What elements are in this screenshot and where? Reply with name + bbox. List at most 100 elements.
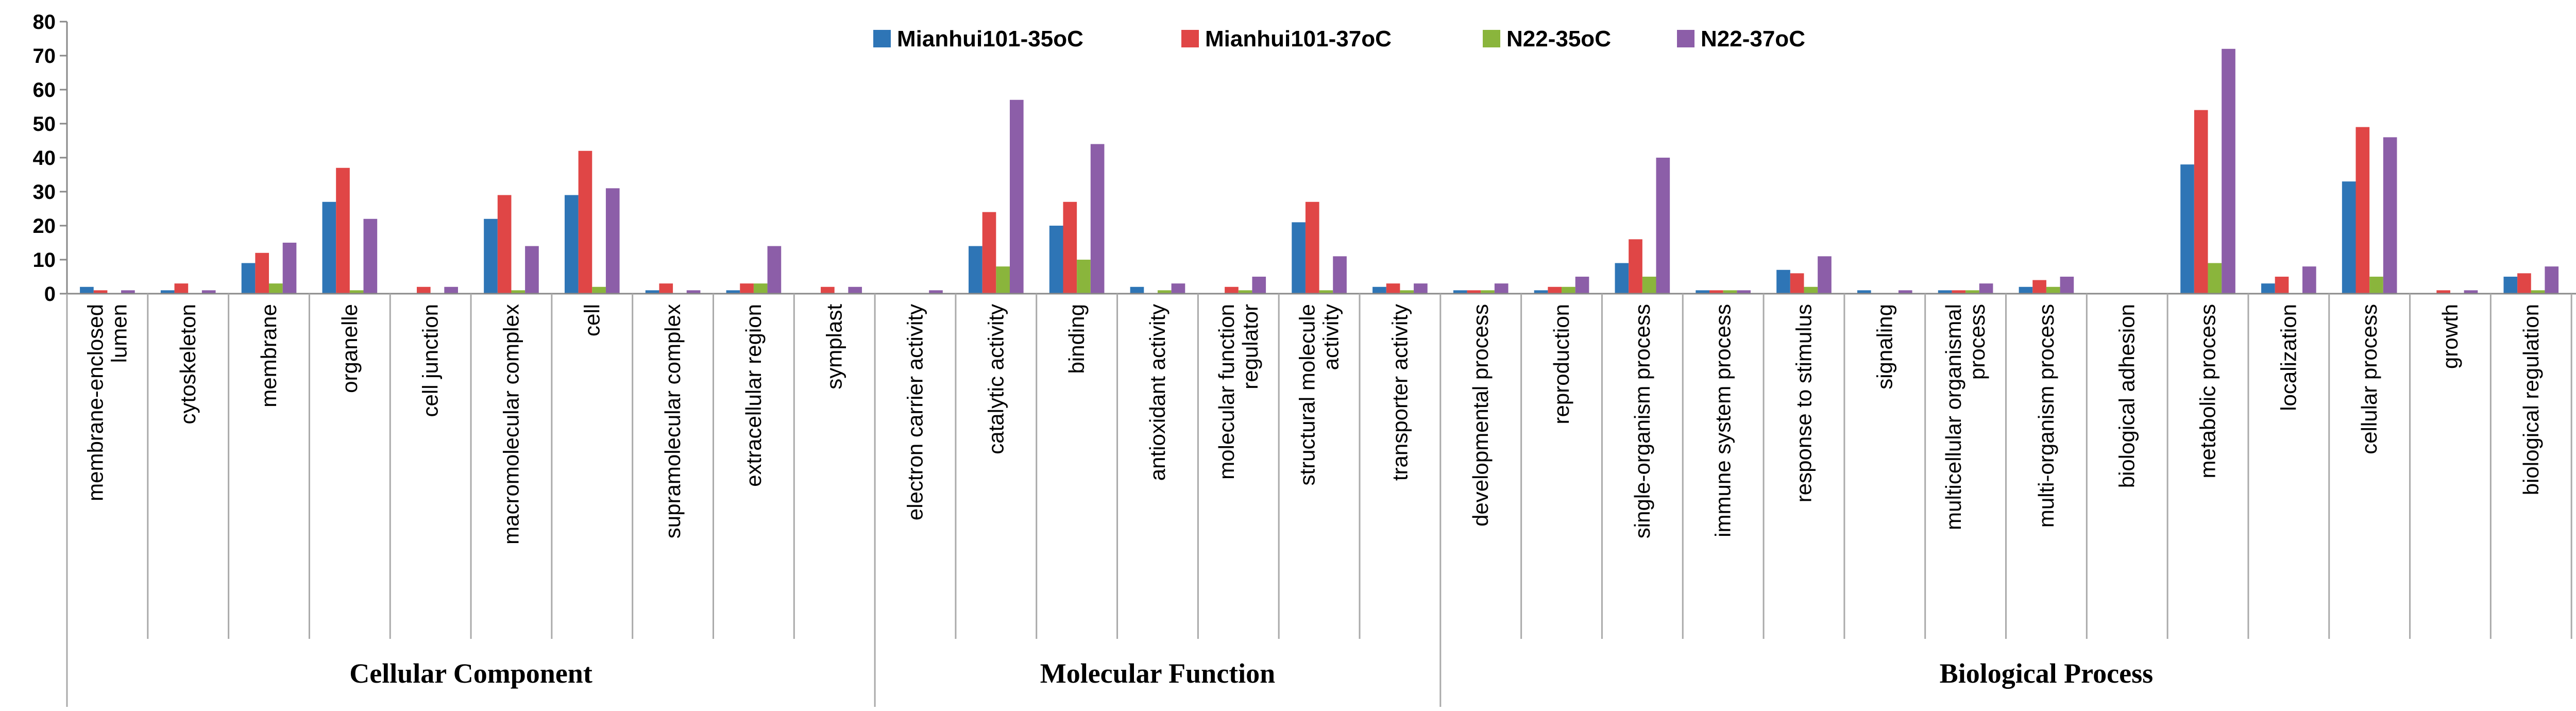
category-label-line: structural molecule bbox=[1295, 304, 1319, 485]
category-label-line: response to stimulus bbox=[1791, 304, 1816, 502]
bar-n22-37oc bbox=[1575, 277, 1589, 294]
y-tick-label: 20 bbox=[33, 215, 56, 238]
group-label: Molecular Function bbox=[1040, 658, 1275, 689]
bar-mianhui101-35oc bbox=[2019, 287, 2033, 294]
bar-mianhui101-37oc bbox=[175, 283, 189, 294]
category-label-line: antioxidant activity bbox=[1145, 304, 1170, 481]
category-label: signaling bbox=[1872, 304, 1896, 390]
bar-n22-37oc bbox=[525, 246, 539, 294]
bar-n22-37oc bbox=[1091, 144, 1105, 294]
bar-mianhui101-37oc bbox=[417, 287, 431, 294]
bars bbox=[80, 49, 2576, 294]
bar-n22-37oc bbox=[1818, 256, 1832, 294]
y-tick-label: 80 bbox=[33, 11, 56, 33]
category-label: immune system process bbox=[1711, 304, 1735, 537]
category-label-line: extracellular region bbox=[741, 304, 766, 487]
category-label: membrane bbox=[257, 304, 281, 408]
category-label-line: cell bbox=[580, 304, 604, 336]
bar-mianhui101-35oc bbox=[242, 263, 256, 294]
legend-item: N22-37oC bbox=[1677, 26, 1805, 52]
category-label-line: electron carrier activity bbox=[903, 304, 927, 520]
bar-mianhui101-37oc bbox=[2194, 110, 2208, 294]
bar-mianhui101-35oc bbox=[80, 287, 94, 294]
category-label: response to stimulus bbox=[1791, 304, 1816, 502]
category-label-line: membrane bbox=[257, 304, 281, 408]
legend-item: Mianhui101-37oC bbox=[1181, 26, 1392, 52]
category-label: multi-organism process bbox=[2034, 304, 2058, 528]
bar-mianhui101-35oc bbox=[1049, 226, 1063, 294]
category-label: transporter activity bbox=[1387, 304, 1412, 481]
bar-mianhui101-37oc bbox=[498, 195, 512, 294]
legend-swatch bbox=[873, 30, 891, 47]
y-tick-label: 0 bbox=[44, 283, 56, 306]
bar-mianhui101-37oc bbox=[821, 287, 835, 294]
category-label: growth bbox=[2438, 304, 2462, 369]
bar-mianhui101-37oc bbox=[1306, 202, 1319, 294]
category-label: single-organism process bbox=[1630, 304, 1654, 538]
bar-n22-37oc bbox=[768, 246, 782, 294]
category-label-line: process bbox=[1965, 304, 1989, 380]
category-label-line: cytoskeleton bbox=[176, 304, 200, 424]
bar-n22-37oc bbox=[848, 287, 862, 294]
y-tick-label: 40 bbox=[33, 147, 56, 170]
category-label: supramolecular complex bbox=[660, 304, 685, 538]
bar-mianhui101-35oc bbox=[1372, 287, 1386, 294]
category-label-line: immune system process bbox=[1711, 304, 1735, 537]
category-label: metabolic process bbox=[2196, 304, 2220, 478]
category-label: biological regulation bbox=[2519, 304, 2543, 495]
bar-mianhui101-35oc bbox=[484, 219, 498, 294]
bar-n22-35oc bbox=[1562, 287, 1575, 294]
category-label: localization bbox=[2276, 304, 2300, 411]
bar-n22-35oc bbox=[2369, 277, 2383, 294]
bar-n22-37oc bbox=[1979, 283, 1993, 294]
category-label-line: regulator bbox=[1238, 304, 1262, 390]
bar-n22-37oc bbox=[2302, 266, 2316, 294]
category-label-line: localization bbox=[2276, 304, 2300, 411]
bar-n22-37oc bbox=[1252, 277, 1266, 294]
bar-n22-35oc bbox=[1642, 277, 1656, 294]
bar-mianhui101-37oc bbox=[2032, 280, 2046, 294]
category-label: biological adhesion bbox=[2115, 304, 2139, 488]
legend-item: Mianhui101-35oC bbox=[873, 26, 1083, 52]
bar-mianhui101-37oc bbox=[1790, 273, 1804, 294]
bar-n22-37oc bbox=[1656, 158, 1670, 294]
legend-swatch bbox=[1181, 30, 1199, 47]
legend-swatch bbox=[1483, 30, 1500, 47]
bar-n22-37oc bbox=[606, 188, 620, 294]
category-label: organelle bbox=[337, 304, 362, 393]
category-label-line: reproduction bbox=[1549, 304, 1573, 424]
category-label: cell junction bbox=[418, 304, 443, 417]
category-label: developmental process bbox=[1468, 304, 1493, 527]
bar-n22-37oc bbox=[364, 219, 378, 294]
bar-n22-35oc bbox=[2046, 287, 2060, 294]
category-label-line: metabolic process bbox=[2196, 304, 2220, 478]
legend-swatch bbox=[1677, 30, 1694, 47]
bar-n22-37oc bbox=[2383, 137, 2397, 294]
bar-mianhui101-37oc bbox=[1629, 239, 1642, 294]
category-label-line: biological adhesion bbox=[2115, 304, 2139, 488]
bar-mianhui101-37oc bbox=[659, 283, 673, 294]
category-label-line: multicellular organismal bbox=[1941, 304, 1965, 530]
bar-mianhui101-35oc bbox=[2342, 181, 2356, 294]
bar-mianhui101-37oc bbox=[2517, 273, 2531, 294]
bar-n22-37oc bbox=[444, 287, 458, 294]
bar-mianhui101-35oc bbox=[2503, 277, 2517, 294]
bar-mianhui101-35oc bbox=[2180, 164, 2194, 294]
category-label-line: growth bbox=[2438, 304, 2462, 369]
bar-n22-35oc bbox=[996, 266, 1010, 294]
category-label-line: binding bbox=[1064, 304, 1089, 374]
bar-mianhui101-35oc bbox=[565, 195, 579, 294]
bar-n22-35oc bbox=[2208, 263, 2222, 294]
y-tick-label: 70 bbox=[33, 45, 56, 67]
category-label: catalytic activity bbox=[984, 304, 1008, 454]
y-tick-label: 50 bbox=[33, 113, 56, 136]
bar-mianhui101-35oc bbox=[1776, 270, 1790, 294]
category-label-line: symplast bbox=[822, 304, 846, 390]
y-tick-label: 10 bbox=[33, 249, 56, 272]
category-label-line: membrane-enclosed bbox=[83, 304, 107, 501]
category-label: electron carrier activity bbox=[903, 304, 927, 520]
